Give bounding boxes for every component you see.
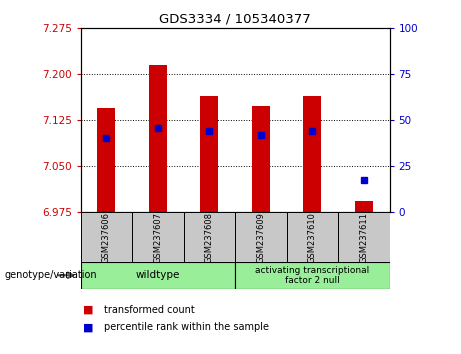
Bar [252, 106, 270, 212]
Bar [235, 212, 287, 262]
Bar [338, 212, 390, 262]
Text: ■: ■ [83, 322, 94, 332]
Bar [201, 96, 219, 212]
Bar [303, 96, 321, 212]
Text: percentile rank within the sample: percentile rank within the sample [104, 322, 269, 332]
Text: wildtype: wildtype [136, 270, 180, 280]
Text: GSM237607: GSM237607 [154, 212, 162, 263]
Bar [287, 212, 338, 262]
Bar [132, 212, 183, 262]
Text: genotype/variation: genotype/variation [5, 270, 97, 280]
Bar [149, 65, 167, 212]
Bar [81, 262, 235, 289]
Title: GDS3334 / 105340377: GDS3334 / 105340377 [159, 13, 311, 26]
Bar [97, 108, 115, 212]
Text: ■: ■ [83, 305, 94, 315]
Bar [235, 262, 390, 289]
Text: GSM237609: GSM237609 [256, 212, 266, 263]
Text: GSM237606: GSM237606 [102, 212, 111, 263]
Text: GSM237611: GSM237611 [359, 212, 368, 263]
Text: GSM237610: GSM237610 [308, 212, 317, 263]
Bar [355, 201, 373, 212]
Text: transformed count: transformed count [104, 305, 195, 315]
Text: GSM237608: GSM237608 [205, 212, 214, 263]
Bar [183, 212, 235, 262]
Text: activating transcriptional
factor 2 null: activating transcriptional factor 2 null [255, 266, 369, 285]
Bar [81, 212, 132, 262]
